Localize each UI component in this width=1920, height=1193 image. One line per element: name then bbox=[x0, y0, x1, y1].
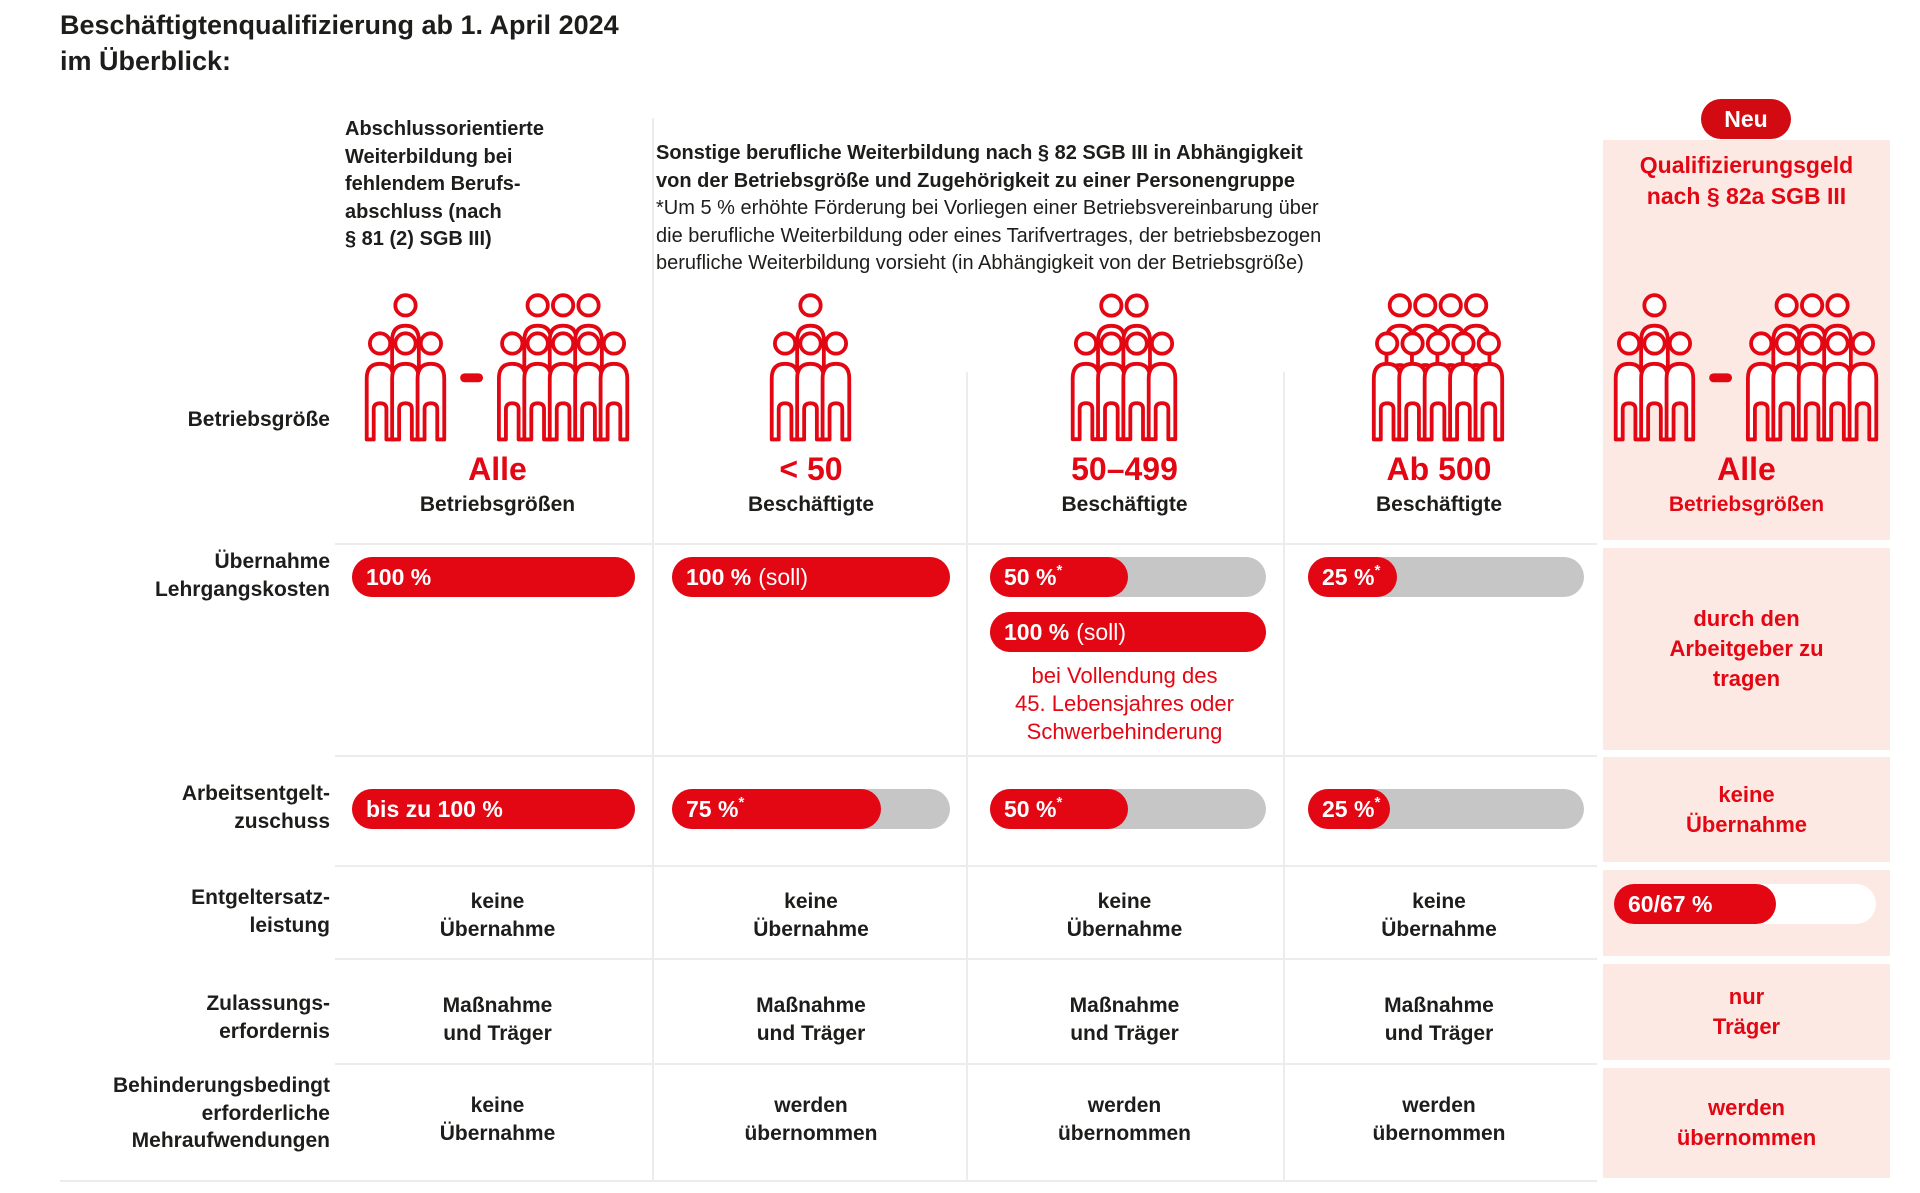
bar-fill: 75 % * bbox=[672, 789, 881, 829]
bar-entgeltzuschuss-col2: 75 % * bbox=[672, 789, 950, 829]
company-size-icon-alle-qualifizierungsgeld bbox=[1610, 292, 1882, 442]
column-header-sonstige-title: Sonstige berufliche Weiterbildung nach §… bbox=[656, 142, 1303, 192]
column-header-abschlussorientierte: Abschlussorientierte Weiterbildung bei f… bbox=[345, 118, 544, 251]
bar-entgeltzuschuss-col1: bis zu 100 % bbox=[352, 789, 635, 829]
divider-col2-col3 bbox=[966, 372, 968, 1180]
bar-asterisk: * bbox=[1374, 794, 1381, 811]
size-value-col1: Alle bbox=[468, 451, 527, 487]
row-label-lehrgangskosten: Übernahme Lehrgangskosten bbox=[154, 550, 330, 601]
bar-suffix: (soll) bbox=[1076, 618, 1127, 645]
cell-entgeltersatz-col2: keine Übernahme bbox=[753, 890, 869, 941]
company-size-icon-ab-500 bbox=[1368, 292, 1508, 442]
cell-zulassung-col4: Maßnahme und Träger bbox=[1384, 994, 1494, 1045]
company-size-icon-50-499 bbox=[1067, 292, 1181, 442]
cell-zulassung-col3: Maßnahme und Träger bbox=[1069, 994, 1180, 1045]
bar-label: 75 % bbox=[686, 795, 739, 822]
bar-fill: 50 % * bbox=[990, 789, 1128, 829]
size-unit-col2: Beschäftigte bbox=[747, 493, 875, 516]
bar-label: 60/67 % bbox=[1628, 890, 1713, 917]
range-dash-icon bbox=[460, 373, 484, 383]
row-label-entgeltzuschuss: Arbeitsentgelt- zuschuss bbox=[181, 782, 330, 833]
pink-panel-entgeltzuschuss: keine Übernahme bbox=[1603, 757, 1890, 862]
lehrgangskosten-col3-note: bei Vollendung des 45. Lebensjahres oder… bbox=[1015, 663, 1234, 745]
row-line-1 bbox=[335, 543, 1597, 545]
pink-panel-zulassung: nur Träger bbox=[1603, 964, 1890, 1060]
row-label-entgeltersatz: Entgeltersatz- leistung bbox=[191, 886, 330, 937]
size-value-col3: 50–499 bbox=[1071, 451, 1178, 487]
cell-mehraufwendungen-col2: werden übernommen bbox=[744, 1094, 878, 1145]
size-unit-col1: Betriebsgrößen bbox=[419, 493, 576, 516]
pink-panel-mehraufwendungen: werden übernommen bbox=[1603, 1068, 1890, 1178]
bar-label: 100 % bbox=[686, 563, 752, 590]
divider-col1-col2 bbox=[652, 118, 654, 1180]
cell-entgeltersatz-col3: keine Übernahme bbox=[1066, 890, 1183, 941]
row-line-4 bbox=[335, 958, 1597, 960]
column-header-sonstige-footnote: *Um 5 % erhöhte Förderung bei Vorliegen … bbox=[656, 197, 1322, 275]
bar-label: 50 % bbox=[1004, 563, 1057, 590]
bar-lehrgangskosten-col1: 100 % bbox=[352, 557, 635, 597]
bar-asterisk: * bbox=[1374, 562, 1381, 579]
bar-fill: bis zu 100 % bbox=[352, 789, 635, 829]
bottom-line bbox=[60, 1180, 1597, 1182]
cell-mehraufwendungen-col3: werden übernommen bbox=[1057, 1094, 1191, 1145]
bar-fill: 100 % (soll) bbox=[672, 557, 950, 597]
new-badge: Neu bbox=[1701, 99, 1791, 139]
cell-entgeltersatz-col1: keine Übernahme bbox=[439, 890, 556, 941]
bar-label: 100 % bbox=[366, 563, 432, 590]
bar-asterisk: * bbox=[1056, 794, 1063, 811]
row-line-3 bbox=[335, 865, 1597, 867]
bar-fill: 25 % * bbox=[1308, 557, 1398, 597]
column-header-qualifizierungsgeld: Qualifizierungsgeld nach § 82a SGB III bbox=[1639, 152, 1854, 210]
bar-lehrgangskosten-col3-extra: 100 % (soll) bbox=[990, 612, 1266, 652]
bar-label: 25 % bbox=[1322, 795, 1375, 822]
bar-lehrgangskosten-col3: 50 % * bbox=[990, 557, 1266, 597]
cell-entgeltersatz-col4: keine Übernahme bbox=[1381, 890, 1497, 941]
column-header-sonstige: Sonstige berufliche Weiterbildung nach §… bbox=[656, 140, 1416, 278]
bar-fill: 100 % bbox=[352, 557, 635, 597]
page-title: Beschäftigtenqualifizierung ab 1. April … bbox=[60, 10, 619, 76]
bar-suffix: (soll) bbox=[758, 563, 809, 590]
row-label-betriebsgroesse: Betriebsgröße bbox=[187, 408, 330, 431]
size-unit-col5: Betriebsgrößen bbox=[1668, 493, 1825, 516]
bar-lehrgangskosten-col4: 25 % * bbox=[1308, 557, 1584, 597]
row-label-mehraufwendungen: Behinderungsbedingt erforderliche Mehrau… bbox=[113, 1074, 330, 1153]
row-line-2 bbox=[335, 755, 1597, 757]
range-dash-icon bbox=[1709, 373, 1733, 383]
bar-entgeltzuschuss-col3: 50 % * bbox=[990, 789, 1266, 829]
bar-label: 100 % bbox=[1004, 618, 1070, 645]
bar-fill: 100 % (soll) bbox=[990, 612, 1266, 652]
size-value-col4: Ab 500 bbox=[1386, 451, 1492, 487]
cell-mehraufwendungen-col1: keine Übernahme bbox=[439, 1094, 556, 1145]
bar-lehrgangskosten-col2: 100 % (soll) bbox=[672, 557, 950, 597]
bar-fill: 60/67 % bbox=[1614, 884, 1777, 924]
bar-asterisk: * bbox=[738, 794, 745, 811]
bar-label: 50 % bbox=[1004, 795, 1057, 822]
size-value-col5: Alle bbox=[1717, 451, 1776, 487]
row-line-5 bbox=[335, 1063, 1597, 1065]
cell-mehraufwendungen-col4: werden übernommen bbox=[1372, 1094, 1506, 1145]
size-value-col2: < 50 bbox=[779, 451, 843, 487]
size-unit-col4: Beschäftigte bbox=[1375, 493, 1503, 516]
bar-entgeltersatz-qualifizierungsgeld: 60/67 % bbox=[1614, 884, 1876, 924]
row-label-zulassung: Zulassungs- erfordernis bbox=[206, 992, 330, 1043]
company-size-icon-alle bbox=[361, 292, 633, 442]
bar-fill: 50 % * bbox=[990, 557, 1128, 597]
cell-zulassung-col2: Maßnahme und Träger bbox=[756, 994, 866, 1045]
bar-asterisk: * bbox=[1056, 562, 1063, 579]
cell-zulassung-col1: Maßnahme und Träger bbox=[442, 994, 553, 1045]
company-size-icon-under-50 bbox=[766, 292, 855, 442]
bar-fill: 25 % * bbox=[1308, 789, 1391, 829]
size-unit-col3: Beschäftigte bbox=[1061, 493, 1188, 516]
bar-entgeltzuschuss-col4: 25 % * bbox=[1308, 789, 1584, 829]
divider-col3-col4 bbox=[1283, 372, 1285, 1180]
pink-panel-lehrgangskosten: durch den Arbeitgeber zu tragen bbox=[1603, 548, 1890, 750]
bar-label: bis zu 100 % bbox=[366, 795, 503, 822]
bar-label: 25 % bbox=[1322, 563, 1375, 590]
